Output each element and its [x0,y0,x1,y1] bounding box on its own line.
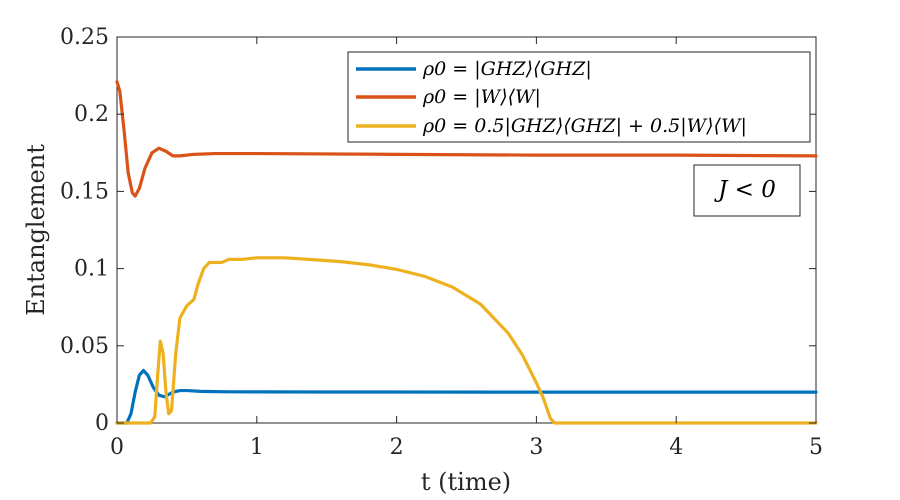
legend-entries: ρ0 = |GHZ⟩⟨GHZ| ρ0 = |W⟩⟨W| ρ0 = 0.5|GHZ⟩⟨… [356,58,747,137]
x-tick-label: 1 [250,435,264,460]
series-layer [115,80,818,425]
y-tick-label: 0.15 [60,179,109,204]
legend-label-3: ρ0 = 0.5|GHZ⟩⟨GHZ| + 0.5|W⟩⟨W| [422,115,747,137]
legend-label-2: ρ0 = |W⟩⟨W| [422,86,541,108]
legend-box [347,51,811,143]
series-line-3 [115,256,818,425]
tick-labels-layer: 0 1 2 3 4 5 0 0.05 0.1 0.15 0.2 0.25 [60,25,823,460]
y-tick-label: 0.1 [74,257,109,282]
annotation: J < 0 [693,164,801,217]
y-tick-label: 0.25 [60,25,109,50]
annotation-box [693,164,801,217]
ticks-layer [116,36,817,424]
y-tick-label: 0.2 [74,102,109,127]
series-line-2 [115,80,818,198]
x-tick-label: 4 [669,435,683,460]
x-tick-label: 2 [390,435,404,460]
annotation-text: J < 0 [714,177,776,203]
y-tick-label: 0.05 [60,334,109,359]
x-tick-label: 3 [529,435,543,460]
series-line-1 [115,368,818,425]
y-tick-label: 0 [95,411,109,436]
legend: ρ0 = |GHZ⟩⟨GHZ| ρ0 = |W⟩⟨W| ρ0 = 0.5|GHZ⟩⟨… [347,51,811,143]
x-tick-label: 5 [809,435,823,460]
legend-label-1: ρ0 = |GHZ⟩⟨GHZ| [422,58,592,80]
x-tick-label: 0 [110,435,124,460]
x-axis-label: t (time) [421,468,511,496]
y-axis-label: Entanglement [22,144,50,316]
